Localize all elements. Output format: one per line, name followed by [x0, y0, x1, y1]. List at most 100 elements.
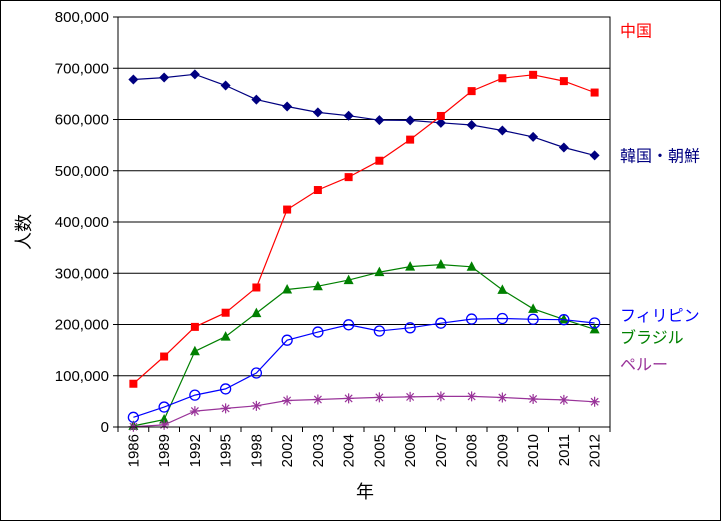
- x-tick-label: 2010: [525, 434, 542, 467]
- data-point: [251, 94, 262, 105]
- data-point: [129, 379, 138, 388]
- data-point: [559, 77, 568, 86]
- x-tick-label: 2009: [494, 434, 511, 467]
- series-line: [133, 317, 595, 418]
- data-point: [558, 313, 569, 324]
- data-point: [190, 322, 199, 331]
- data-point: [374, 266, 385, 277]
- data-point: [405, 391, 416, 402]
- data-point: [558, 394, 569, 405]
- data-point: [250, 367, 263, 379]
- y-axis-title: 人数: [14, 214, 35, 250]
- y-tick-label: 400,000: [55, 214, 109, 231]
- series-label: 中国: [620, 22, 652, 41]
- data-point: [220, 403, 231, 414]
- data-point: [374, 392, 385, 403]
- data-point: [343, 274, 354, 285]
- data-point: [159, 414, 170, 424]
- data-point: [558, 314, 570, 326]
- data-point: [528, 393, 539, 404]
- y-tick-label: 100,000: [55, 368, 109, 385]
- x-tick-label: 2007: [433, 434, 450, 467]
- data-point: [219, 383, 232, 395]
- series-label: ペルー: [620, 355, 668, 374]
- data-point: [373, 325, 386, 337]
- data-point: [283, 205, 292, 214]
- data-point: [282, 395, 293, 406]
- y-tick-label: 0: [101, 419, 109, 436]
- x-axis-ticks: 1986 1989 1992 1995 1998 2002 2003 2004 2005 2006…: [117, 427, 611, 467]
- data-point: [405, 115, 416, 126]
- data-point: [496, 312, 509, 325]
- x-tick-label: 1992: [187, 434, 204, 467]
- data-point: [497, 125, 508, 136]
- data-point: [221, 308, 230, 317]
- data-point: [375, 156, 384, 165]
- data-point: [558, 142, 569, 153]
- series-layer: [127, 69, 601, 432]
- data-point: [282, 283, 293, 294]
- data-point: [159, 72, 170, 83]
- y-tick-label: 800,000: [55, 9, 109, 26]
- x-axis-title: 年: [356, 482, 374, 503]
- data-point: [435, 317, 447, 329]
- y-tick-label: 700,000: [55, 60, 109, 77]
- x-tick-label: 2008: [464, 434, 481, 467]
- data-point: [466, 120, 477, 131]
- data-point: [312, 326, 324, 338]
- data-point: [466, 261, 477, 271]
- data-point: [128, 74, 139, 85]
- data-point: [189, 389, 201, 401]
- data-point: [435, 259, 446, 269]
- x-tick-label: 1986: [125, 434, 142, 467]
- series: [129, 70, 599, 388]
- data-point: [220, 331, 231, 341]
- series-line: [133, 74, 595, 385]
- series: [127, 312, 601, 423]
- data-point: [497, 284, 508, 294]
- data-point: [528, 303, 539, 313]
- data-point: [405, 261, 416, 271]
- series-line: [133, 73, 595, 156]
- data-point: [436, 111, 445, 120]
- data-point: [435, 117, 446, 128]
- x-tick-label: 1995: [218, 434, 235, 467]
- data-point: [590, 88, 599, 97]
- y-tick-label: 600,000: [55, 112, 109, 129]
- plot-area-border: [117, 16, 611, 428]
- series-label: ブラジル: [620, 328, 684, 347]
- data-point: [220, 80, 231, 91]
- data-point: [158, 401, 170, 413]
- data-point: [312, 280, 323, 291]
- series-line: [133, 263, 595, 427]
- data-point: [588, 317, 601, 329]
- y-tick-label: 500,000: [55, 163, 109, 180]
- data-point: [406, 135, 415, 144]
- series: [128, 391, 600, 432]
- x-tick-label: 1989: [156, 434, 173, 467]
- data-point: [589, 150, 600, 161]
- data-point: [529, 70, 538, 79]
- x-tick-label: 2006: [402, 434, 419, 467]
- data-point: [251, 400, 262, 411]
- y-tick-label: 300,000: [55, 265, 109, 282]
- data-point: [282, 101, 293, 112]
- data-point: [498, 74, 507, 83]
- data-point: [160, 352, 169, 361]
- data-point: [589, 396, 600, 407]
- data-point: [497, 392, 508, 403]
- data-point: [404, 322, 416, 334]
- y-tick-label: 200,000: [55, 317, 109, 334]
- data-point: [466, 391, 477, 402]
- data-point: [467, 87, 476, 96]
- data-point: [528, 131, 539, 142]
- data-point: [435, 391, 446, 402]
- data-point: [189, 69, 200, 80]
- data-point: [343, 393, 354, 404]
- x-tick-label: 2002: [279, 434, 296, 467]
- data-point: [159, 419, 170, 430]
- x-tick-label: 2005: [371, 434, 388, 467]
